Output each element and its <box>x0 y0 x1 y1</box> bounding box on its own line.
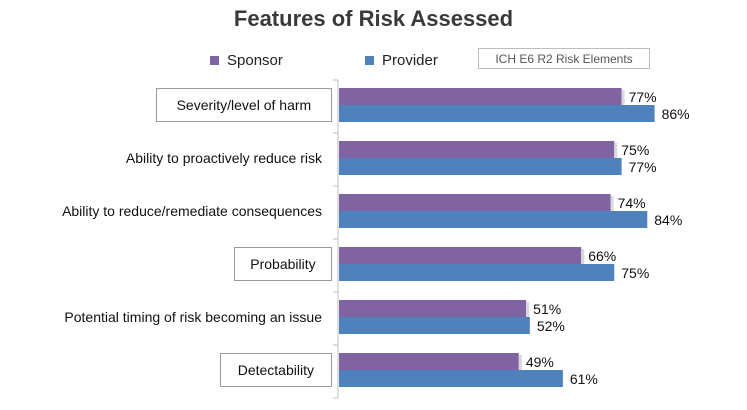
bar-sponsor <box>339 141 615 158</box>
legend-swatch-provider <box>365 55 374 65</box>
bar-sponsor <box>339 300 527 317</box>
bar-provider <box>339 264 615 281</box>
bar-provider <box>339 317 530 334</box>
legend-swatch-sponsor <box>210 55 219 65</box>
bar-end-marker <box>610 196 614 211</box>
data-label-provider: 75% <box>621 265 649 281</box>
bar-sponsor <box>339 247 582 264</box>
data-label-sponsor: 51% <box>533 301 561 317</box>
data-label-sponsor: 74% <box>618 195 646 211</box>
legend-label-provider: Provider <box>382 51 438 69</box>
bar-sponsor <box>339 194 611 211</box>
bar-sponsor <box>339 88 622 105</box>
bar-end-marker <box>518 355 522 370</box>
data-label-sponsor: 77% <box>629 89 657 105</box>
chart-title: Features of Risk Assessed <box>233 6 514 31</box>
category-label: Probability <box>233 247 332 281</box>
bar-provider <box>339 370 563 387</box>
category-label: Potential timing of risk becoming an iss… <box>64 309 322 325</box>
ich-e6-r2-legend-box: ICH E6 R2 Risk Elements <box>478 48 650 69</box>
bar-provider <box>339 105 655 122</box>
data-label-provider: 77% <box>629 159 657 175</box>
bar-end-marker <box>614 143 618 158</box>
bar-end-marker <box>581 249 585 264</box>
data-label-sponsor: 66% <box>588 248 616 264</box>
data-label-sponsor: 75% <box>621 142 649 158</box>
data-label-provider: 84% <box>654 212 682 228</box>
category-label: Severity/level of harm <box>155 88 332 122</box>
data-label-provider: 86% <box>662 106 690 122</box>
bar-end-marker <box>621 90 625 105</box>
data-label-sponsor: 49% <box>526 354 554 370</box>
legend-label-sponsor: Sponsor <box>227 51 283 69</box>
data-label-provider: 52% <box>537 318 565 334</box>
data-label-provider: 61% <box>570 371 598 387</box>
bar-sponsor <box>339 353 519 370</box>
legend-item-sponsor: Sponsor <box>210 50 283 70</box>
category-label: Ability to proactively reduce risk <box>125 150 322 166</box>
bar-end-marker <box>526 302 530 317</box>
category-label: Detectability <box>219 353 332 387</box>
legend-item-provider: Provider <box>365 50 438 70</box>
bar-provider <box>339 158 622 175</box>
category-label: Ability to reduce/remediate consequences <box>62 203 322 219</box>
bar-provider <box>339 211 648 228</box>
